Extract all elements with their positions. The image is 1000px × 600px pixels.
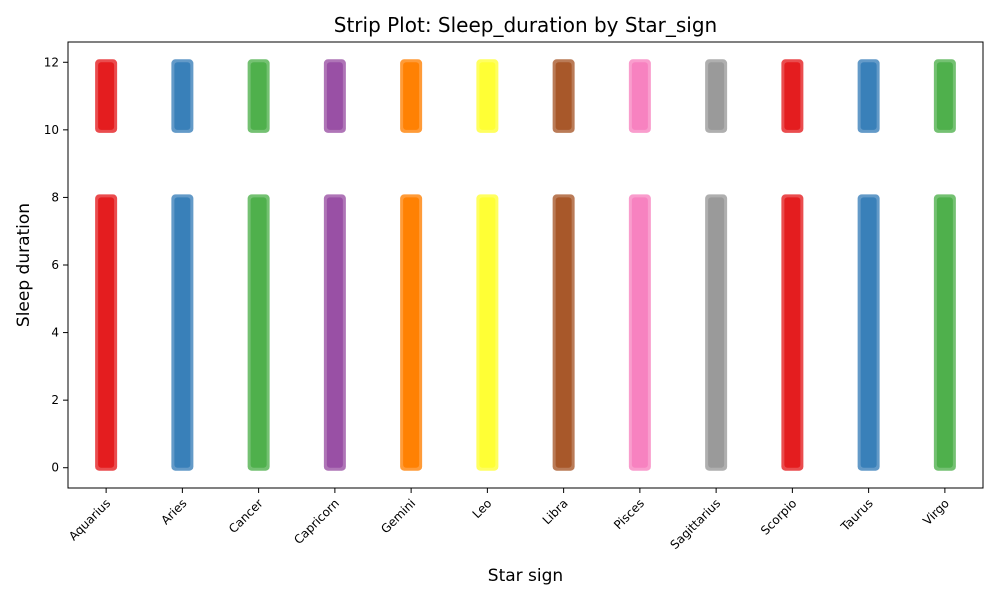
strip-capricorn bbox=[323, 59, 346, 471]
strip-core-high bbox=[860, 62, 877, 130]
strip-aries bbox=[171, 59, 194, 471]
strip-core-low bbox=[403, 197, 420, 468]
strip-core-high bbox=[555, 62, 572, 130]
x-tick-label: Sagittarius bbox=[668, 496, 724, 552]
strip-core-high bbox=[936, 62, 953, 130]
y-tick-label: 0 bbox=[51, 461, 59, 475]
y-tick-label: 2 bbox=[51, 393, 59, 407]
x-tick-label: Pisces bbox=[611, 496, 647, 532]
chart-title: Strip Plot: Sleep_duration by Star_sign bbox=[334, 13, 718, 37]
x-axis: Aquarius Aries Cancer Capricorn Gemini Leo Lib… bbox=[66, 488, 952, 552]
x-tick-label: Capricorn bbox=[291, 496, 342, 547]
strip-core-high bbox=[98, 62, 115, 130]
y-tick-label: 4 bbox=[51, 326, 59, 340]
plot-frame bbox=[67, 41, 984, 489]
y-tick-label: 10 bbox=[44, 123, 59, 137]
strip-pisces bbox=[628, 59, 651, 471]
x-tick-label: Aries bbox=[158, 496, 189, 527]
strip-core-low bbox=[479, 197, 496, 468]
y-axis-label: Sleep duration bbox=[14, 203, 34, 327]
strip-virgo bbox=[933, 59, 956, 471]
y-tick-label: 12 bbox=[44, 55, 59, 69]
strip-core-low bbox=[860, 197, 877, 468]
strip-core-high bbox=[174, 62, 191, 130]
x-tick-label: Libra bbox=[540, 496, 571, 527]
strip-core-low bbox=[174, 197, 191, 468]
strip-core-low bbox=[708, 197, 725, 468]
strip-core-low bbox=[784, 197, 801, 468]
strip-scorpio bbox=[781, 59, 804, 471]
strip-core-low bbox=[936, 197, 953, 468]
strip-core-high bbox=[403, 62, 420, 130]
strip-core-high bbox=[326, 62, 343, 130]
x-tick-label: Cancer bbox=[226, 496, 266, 536]
x-tick-label: Virgo bbox=[920, 496, 952, 528]
strip-core-low bbox=[631, 197, 648, 468]
x-tick-label: Gemini bbox=[378, 496, 418, 536]
strip-core-high bbox=[784, 62, 801, 130]
strip-taurus bbox=[857, 59, 880, 471]
strip-gemini bbox=[400, 59, 423, 471]
strip-leo bbox=[476, 59, 499, 471]
x-axis-label: Star sign bbox=[488, 566, 563, 586]
y-tick-label: 8 bbox=[51, 190, 59, 204]
strip-aquarius bbox=[95, 59, 118, 471]
x-tick-label: Leo bbox=[470, 496, 495, 521]
x-tick-label: Taurus bbox=[837, 496, 875, 534]
strip-core-low bbox=[555, 197, 572, 468]
strip-sagittarius bbox=[705, 59, 728, 471]
strip-libra bbox=[552, 59, 575, 471]
strip-core-high bbox=[479, 62, 496, 130]
y-tick-label: 6 bbox=[51, 258, 59, 272]
y-axis: 0 2 4 6 8 10 12 bbox=[44, 55, 68, 475]
x-tick-label: Aquarius bbox=[66, 496, 113, 543]
strip-core-high bbox=[631, 62, 648, 130]
strip-core-high bbox=[708, 62, 725, 130]
strip-core-low bbox=[98, 197, 115, 468]
x-tick-label: Scorpio bbox=[758, 496, 800, 538]
strip-core-low bbox=[250, 197, 267, 468]
plot-area bbox=[95, 59, 956, 471]
strip-core-high bbox=[250, 62, 267, 130]
strip-cancer bbox=[247, 59, 270, 471]
strip-core-low bbox=[326, 197, 343, 468]
